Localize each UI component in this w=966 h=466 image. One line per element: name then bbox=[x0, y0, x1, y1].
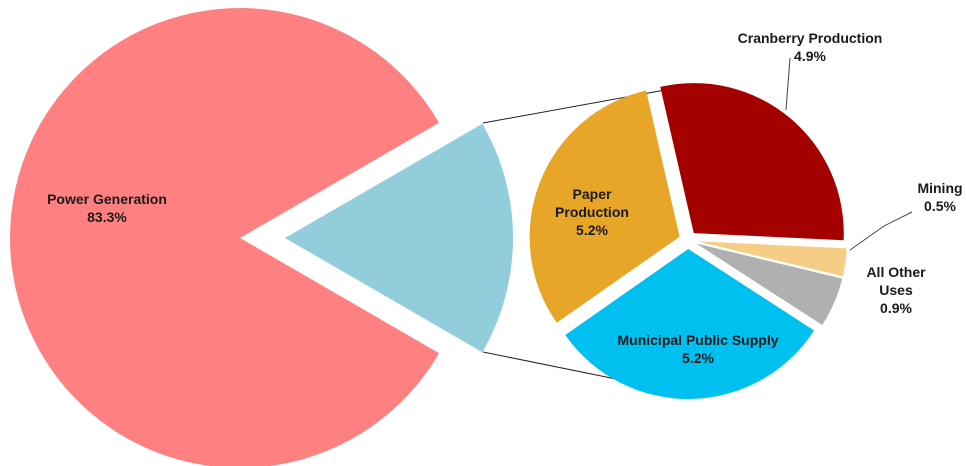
label-text: 0.9% bbox=[880, 300, 912, 316]
leader-line bbox=[785, 57, 791, 111]
pie-slice bbox=[9, 8, 440, 466]
slice-label: Power Generation 83.3% bbox=[47, 190, 167, 226]
label-text: Power Generation bbox=[47, 191, 167, 207]
slice-label: All Other Uses 0.9% bbox=[861, 263, 931, 317]
slice-label: Paper Production 5.2% bbox=[537, 185, 647, 239]
label-text: 5.2% bbox=[682, 350, 714, 366]
label-text: Paper Production bbox=[555, 186, 629, 220]
pie-slice bbox=[285, 123, 513, 353]
label-text: Cranberry Production bbox=[737, 30, 883, 46]
label-text: 83.3% bbox=[87, 209, 127, 225]
slice-label: Municipal Public Supply 5.2% bbox=[617, 331, 778, 367]
pie-slice bbox=[529, 90, 680, 323]
label-text: 0.5% bbox=[924, 198, 956, 214]
pie-slice bbox=[660, 83, 844, 241]
label-text: 5.2% bbox=[576, 222, 608, 238]
slice-label: Cranberry Production 4.9% bbox=[738, 29, 883, 65]
slice-label: Mining 0.5% bbox=[917, 179, 962, 215]
label-text: All Other Uses bbox=[866, 264, 926, 298]
pie-slice bbox=[565, 248, 815, 399]
pie-slice bbox=[696, 243, 843, 326]
leader-line bbox=[849, 211, 913, 251]
label-text: 4.9% bbox=[794, 48, 826, 64]
pie-slice bbox=[696, 241, 847, 277]
label-text: Municipal Public Supply bbox=[617, 332, 779, 348]
label-text: Mining bbox=[917, 180, 963, 196]
